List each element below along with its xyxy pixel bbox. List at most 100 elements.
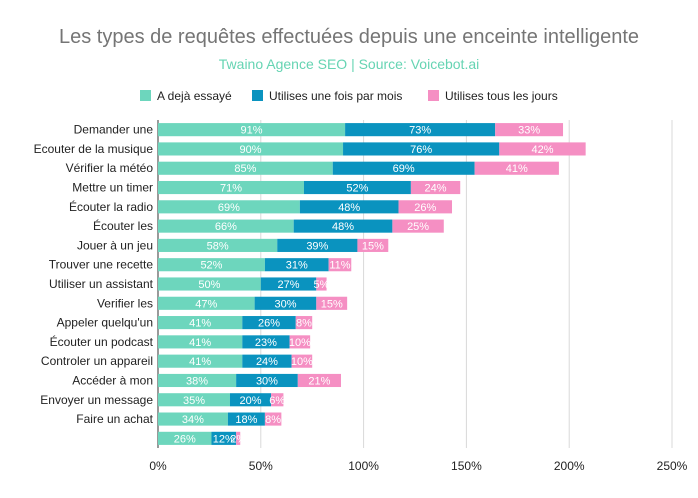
x-tick-label: 200% — [554, 459, 585, 473]
category-label: Verifier les — [97, 296, 153, 310]
bar-segment — [316, 296, 348, 310]
bar-segment — [343, 142, 500, 156]
category-label: Écouter un podcast — [50, 334, 154, 349]
data-label: 47% — [195, 298, 217, 310]
data-label: 26% — [174, 433, 196, 445]
data-label: 41% — [506, 163, 528, 175]
data-label: 8% — [296, 318, 312, 330]
legend-label: A dejà essayé — [157, 89, 232, 103]
bar-segment — [158, 412, 228, 426]
data-label: 8% — [265, 414, 281, 426]
data-label: 52% — [346, 183, 368, 195]
data-label: 41% — [189, 337, 211, 349]
data-label: 20% — [240, 395, 262, 407]
bar-segment — [158, 431, 212, 445]
bar-segment — [158, 142, 344, 156]
legend-swatch — [428, 90, 439, 101]
bar-segment — [211, 431, 237, 445]
legend-label: Utilises tous les jours — [445, 89, 558, 103]
bar-segment — [242, 316, 296, 330]
bar-segment — [289, 335, 311, 349]
data-label: 10% — [289, 337, 311, 349]
data-label: 48% — [338, 202, 360, 214]
legend-swatch — [140, 90, 151, 101]
category-label: Faire un achat — [76, 412, 153, 426]
data-label: 25% — [407, 221, 429, 233]
bar-segment — [158, 238, 278, 252]
data-label: 76% — [410, 144, 432, 156]
data-label: 21% — [308, 375, 330, 387]
data-label: 34% — [182, 414, 204, 426]
data-label: 90% — [240, 144, 262, 156]
x-tick-label: 0% — [149, 459, 167, 473]
bar-segment — [264, 258, 329, 272]
data-label: 24% — [256, 356, 278, 368]
data-label: 12% — [213, 433, 235, 445]
bar-segment — [227, 412, 265, 426]
data-label: 52% — [200, 260, 222, 272]
bar-segment — [158, 200, 300, 214]
bar-segment — [158, 219, 294, 233]
bar-segment — [158, 296, 255, 310]
data-label: 23% — [255, 337, 277, 349]
category-label: Demander une — [74, 123, 154, 137]
bar-segment — [158, 335, 243, 349]
bar-segment — [357, 238, 389, 252]
bar-segment — [158, 123, 346, 137]
bar-segment — [295, 316, 313, 330]
data-label: 66% — [215, 221, 237, 233]
bar-segment — [264, 412, 282, 426]
x-tick-label: 100% — [348, 459, 379, 473]
category-label: Controler un appareil — [41, 354, 153, 368]
data-label: 69% — [393, 163, 415, 175]
category-label: Vérifier la météo — [66, 161, 154, 175]
bar-segment — [242, 335, 290, 349]
chart-title: Les types de requêtes effectuées depuis … — [58, 26, 640, 48]
category-label: Mettre un timer — [72, 181, 153, 195]
bar-segment — [277, 238, 358, 252]
data-label: 69% — [218, 202, 240, 214]
data-label: 71% — [220, 183, 242, 195]
data-label: 85% — [234, 163, 256, 175]
data-label: 30% — [274, 298, 296, 310]
bar-segment — [158, 161, 333, 175]
bar-segment — [293, 219, 393, 233]
data-label: 18% — [235, 414, 257, 426]
bar-segment — [297, 373, 341, 388]
data-label: 38% — [186, 375, 208, 387]
data-label: 33% — [518, 125, 540, 137]
data-label: 41% — [189, 356, 211, 368]
category-label: Utiliser un assistant — [49, 277, 154, 291]
bar-segment — [316, 277, 327, 291]
bar-segment — [260, 277, 317, 291]
bar-segment — [499, 142, 586, 156]
bar-segment — [229, 393, 272, 407]
legend: A dejà essayé Utilises une fois par mois U… — [140, 89, 558, 103]
data-label: 26% — [258, 318, 280, 330]
data-label: 41% — [189, 318, 211, 330]
chart-subtitle: Twaino Agence SEO | Source: Voicebot.ai — [218, 56, 480, 72]
bar-segment — [158, 277, 261, 291]
data-label: 10% — [291, 356, 313, 368]
data-label: 11% — [329, 260, 350, 272]
category-label: Écouter la radio — [69, 199, 153, 214]
data-label: 5% — [313, 279, 329, 291]
bar-segment — [299, 200, 399, 214]
data-label: 26% — [414, 202, 436, 214]
data-label: 24% — [425, 183, 447, 195]
data-label: 27% — [278, 279, 300, 291]
bar-segment — [410, 180, 461, 195]
bar-segment — [236, 373, 298, 388]
data-label: 30% — [256, 375, 278, 387]
data-label: 15% — [362, 240, 384, 252]
bar-segment — [332, 161, 475, 175]
bar-segment — [158, 354, 243, 368]
x-tick-label: 250% — [657, 459, 688, 473]
bar-segment — [236, 431, 241, 445]
bar-segment — [254, 296, 317, 310]
bar-segment — [242, 354, 292, 368]
x-tick-label: 150% — [451, 459, 482, 473]
x-axis-ticks: 0% 50% 100% 150% 200% 250% — [149, 459, 687, 473]
bars: 91% 73% 33% 90% 76% 42% 85% 69% 41% 71% 52% 24% 69% 4… — [158, 123, 586, 445]
data-label: 35% — [183, 395, 205, 407]
